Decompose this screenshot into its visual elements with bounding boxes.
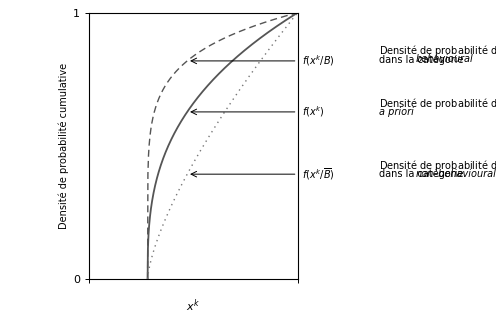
Text: $f(x^k/\overline{B})$: $f(x^k/\overline{B})$ xyxy=(302,166,334,182)
Text: non–behavioural: non–behavioural xyxy=(416,169,496,179)
Text: dans la catégorie: dans la catégorie xyxy=(379,169,467,179)
Text: behavioural: behavioural xyxy=(416,54,473,64)
Text: $f(x^k/B)$: $f(x^k/B)$ xyxy=(302,54,334,68)
Text: Densité de probabilité de $x^k$: Densité de probabilité de $x^k$ xyxy=(379,43,496,59)
Y-axis label: Densité de probabilité cumulative: Densité de probabilité cumulative xyxy=(59,63,69,229)
Text: Densité de probabilité de $x^k$: Densité de probabilité de $x^k$ xyxy=(379,158,496,174)
Text: dans la catégorie: dans la catégorie xyxy=(379,54,467,65)
Text: a priori: a priori xyxy=(379,107,414,117)
Text: $x^k$: $x^k$ xyxy=(186,298,200,314)
Text: Densité de probabilité de $x^k$: Densité de probabilité de $x^k$ xyxy=(379,96,496,112)
Text: $f(x^k)$: $f(x^k)$ xyxy=(302,105,324,119)
